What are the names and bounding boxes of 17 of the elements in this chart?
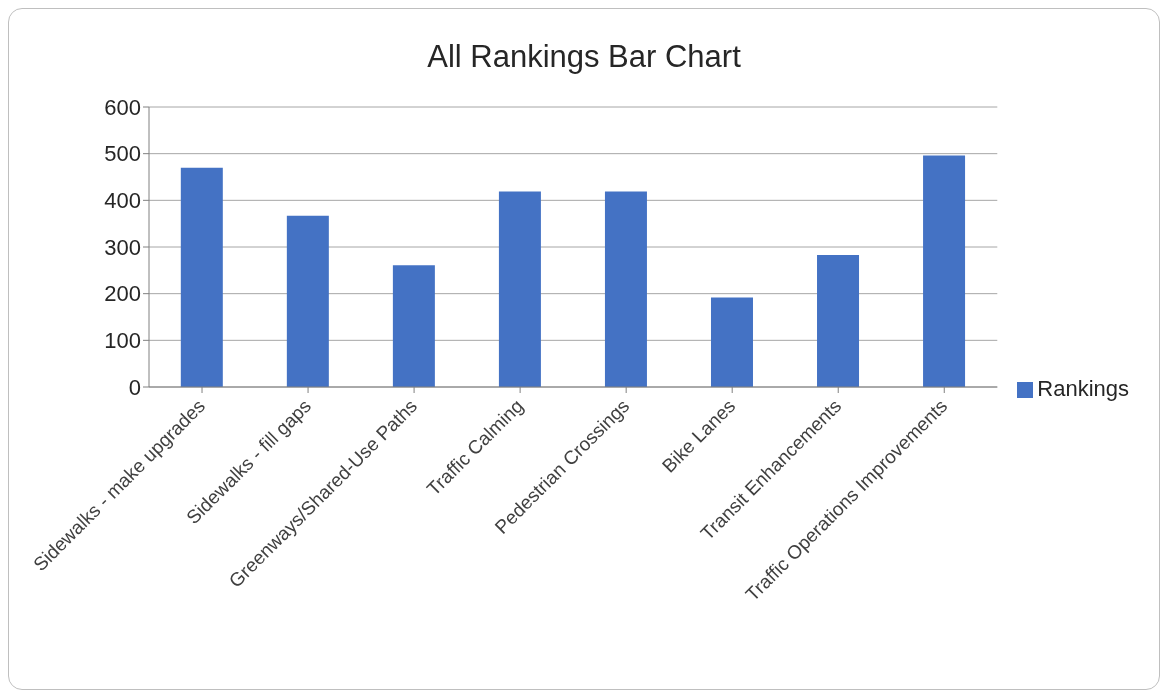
y-tick-label: 0	[128, 374, 141, 400]
legend-label: Rankings	[1037, 376, 1129, 401]
y-tick-label: 400	[104, 188, 141, 214]
bar	[604, 191, 647, 387]
bar	[180, 167, 223, 387]
y-tick-label: 100	[104, 328, 141, 354]
bar	[392, 265, 435, 387]
bar	[923, 155, 966, 387]
y-tick-label: 200	[104, 281, 141, 307]
chart-title: All Rankings Bar Chart	[426, 38, 742, 76]
bar	[710, 297, 753, 387]
bar	[817, 254, 860, 387]
y-tick-label: 300	[104, 234, 141, 260]
y-tick-label: 600	[104, 94, 141, 120]
y-tick-label: 500	[104, 141, 141, 167]
bar	[498, 191, 541, 387]
bar	[286, 215, 329, 387]
